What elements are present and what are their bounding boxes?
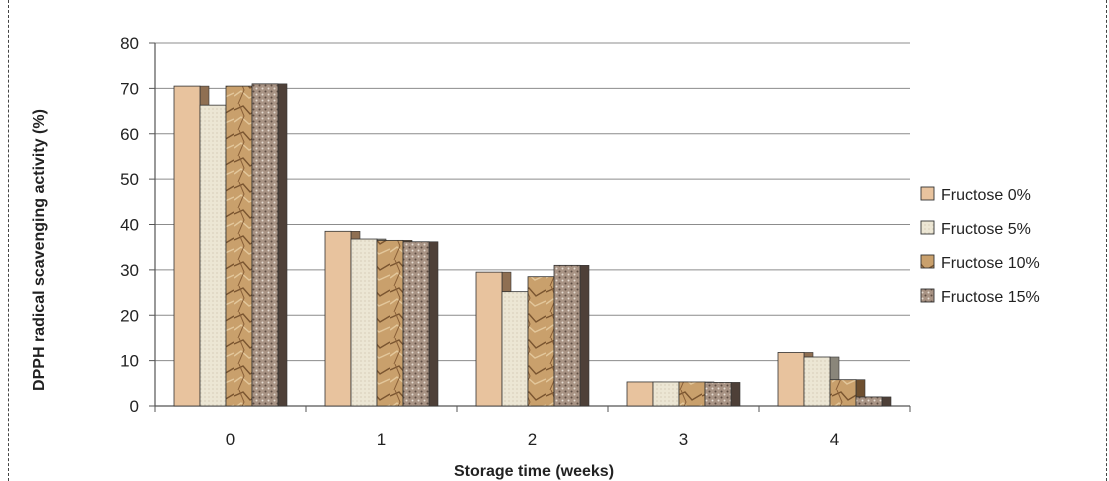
bar-fructose-10--cat-1: [376, 239, 404, 407]
x-tick-label: 1: [377, 430, 386, 449]
legend-label-0: Fructose 0%: [941, 187, 1031, 204]
y-tick-label: 80: [120, 34, 139, 53]
bar-fructose-10--cat-4: [829, 379, 857, 407]
legend-label-1: Fructose 5%: [941, 221, 1031, 238]
bar-fructose-0--cat-4: [777, 352, 805, 407]
x-tick-labels: 0 1 2 3 4: [226, 430, 839, 449]
y-tick-label: 10: [120, 352, 139, 371]
x-tick-label: 4: [830, 430, 839, 449]
bar-fructose-0--cat-0: [173, 85, 201, 407]
bars: [173, 83, 892, 407]
bar-side-3: [730, 382, 741, 407]
x-tick-label: 2: [528, 430, 537, 449]
y-tick-label: 60: [120, 125, 139, 144]
legend-swatch-1: [920, 220, 935, 235]
y-tick-label: 50: [120, 170, 139, 189]
bar-fructose-0--cat-1: [324, 230, 352, 407]
bar-fructose-15--cat-2: [553, 264, 581, 407]
bar-fructose-5--cat-0: [199, 104, 227, 407]
y-tick-label: 20: [120, 306, 139, 325]
legend-label-3: Fructose 15%: [941, 289, 1040, 306]
bar-fructose-10--cat-2: [527, 276, 555, 407]
x-tick-label: 0: [226, 430, 235, 449]
y-tick-label: 40: [120, 216, 139, 235]
bar-fructose-5--cat-1: [350, 238, 378, 407]
y-tick-label: 0: [130, 397, 139, 416]
bar-fructose-10--cat-0: [225, 85, 253, 407]
bar-fructose-10--cat-3: [678, 381, 706, 407]
bar-side-3: [277, 83, 288, 407]
y-axis-title: DPPH radical scavenging activity (%): [31, 109, 48, 391]
legend-swatch-2: [920, 254, 935, 269]
chart-frame: [8, 0, 1107, 481]
bar-fructose-0--cat-2: [475, 271, 503, 407]
x-tick-label: 3: [679, 430, 688, 449]
bar-fructose-15--cat-0: [251, 83, 279, 407]
bar-fructose-15--cat-3: [704, 382, 732, 407]
bar-side-3: [428, 241, 439, 407]
y-tick-label: 30: [120, 261, 139, 280]
bar-fructose-5--cat-4: [803, 356, 831, 407]
y-tick-labels: 0 10 20 30 40 50 60 70 80: [120, 34, 139, 416]
bar-fructose-0--cat-3: [626, 381, 654, 407]
x-axis-title: Storage time (weeks): [454, 463, 614, 480]
legend-swatch-3: [920, 288, 935, 303]
bar-fructose-15--cat-1: [402, 241, 430, 407]
y-tick-label: 70: [120, 79, 139, 98]
bar-fructose-15--cat-4: [855, 396, 883, 407]
bar-side-3: [579, 265, 590, 407]
legend-label-2: Fructose 10%: [941, 255, 1040, 272]
bar-fructose-5--cat-3: [652, 381, 680, 407]
bar-fructose-5--cat-2: [501, 291, 529, 407]
legend-swatch-0: [920, 186, 935, 201]
legend: Fructose 0% Fructose 5% Fructose 10% Fructo…: [920, 186, 1040, 306]
bar-side-3: [881, 396, 892, 407]
